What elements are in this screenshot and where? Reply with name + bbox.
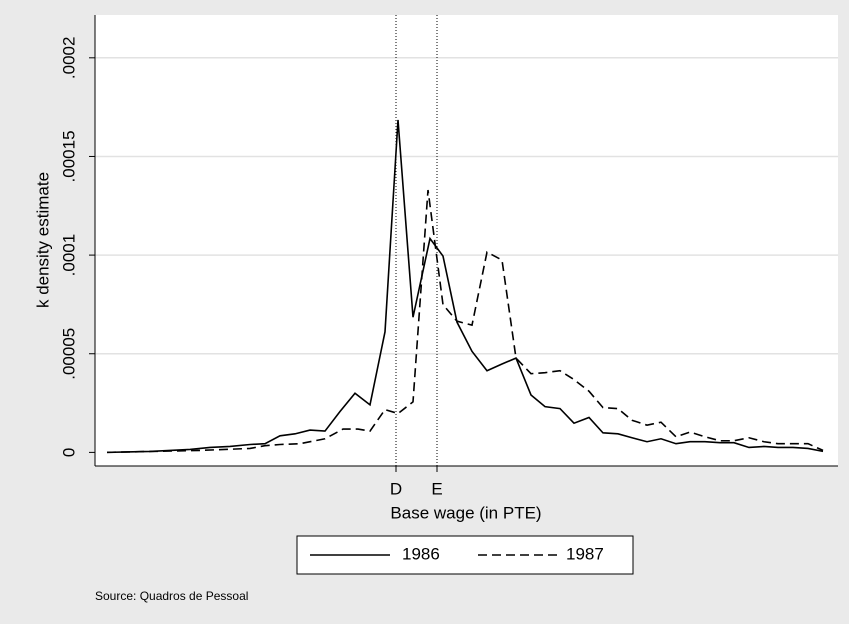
legend-label: 1986 xyxy=(402,544,440,563)
y-tick-label: .00015 xyxy=(59,130,78,182)
grid xyxy=(95,57,838,355)
y-tick-label: .0001 xyxy=(59,234,78,277)
x-axis-title: Base wage (in PTE) xyxy=(390,503,541,522)
plot xyxy=(106,15,824,466)
source-note: Source: Quadros de Pessoal xyxy=(95,589,248,603)
series-line xyxy=(106,119,824,454)
legend-label: 1987 xyxy=(566,544,604,563)
x-tick-label: E xyxy=(431,479,442,498)
plot-area xyxy=(95,15,838,466)
y-axis-title: k density estimate xyxy=(33,172,52,308)
x-tick-label: D xyxy=(390,479,402,498)
series-line xyxy=(106,189,824,454)
y-tick-label: .00005 xyxy=(59,328,78,380)
y-tick-label: 0 xyxy=(59,448,78,457)
y-tick-label: .0002 xyxy=(59,37,78,80)
